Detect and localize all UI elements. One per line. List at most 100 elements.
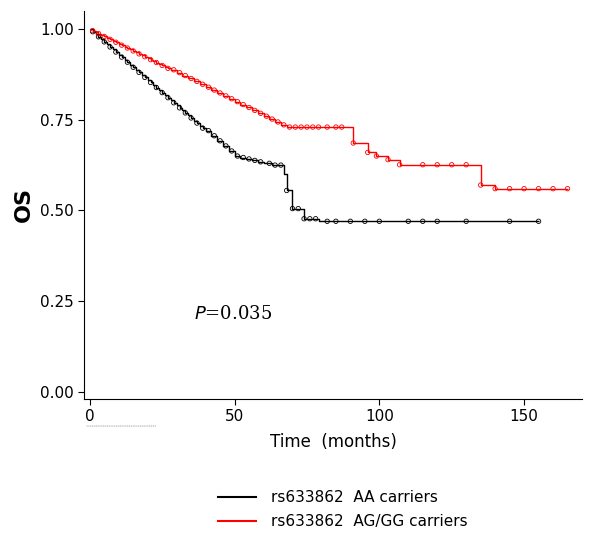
Point <box>418 217 428 225</box>
Point <box>88 27 97 36</box>
Point <box>134 68 144 77</box>
Point <box>117 40 127 49</box>
Point <box>360 217 370 225</box>
Point <box>169 99 179 107</box>
Point <box>290 122 300 131</box>
Point <box>308 122 317 131</box>
Point <box>433 160 442 169</box>
Point <box>94 29 103 38</box>
Point <box>476 181 485 189</box>
Point <box>270 161 280 170</box>
Point <box>181 71 190 80</box>
Point <box>346 217 355 225</box>
Point <box>287 204 297 213</box>
Point <box>262 112 271 121</box>
Point <box>152 58 161 67</box>
Point <box>233 98 242 106</box>
Point <box>215 89 225 98</box>
Point <box>519 184 529 193</box>
Point <box>268 115 277 124</box>
Point <box>111 38 121 47</box>
Point <box>331 217 341 225</box>
Point <box>461 217 471 225</box>
Point <box>128 47 138 55</box>
Point <box>490 184 500 193</box>
Point <box>187 74 196 83</box>
Point <box>505 217 514 225</box>
Point <box>548 184 558 193</box>
Point <box>349 138 358 147</box>
Point <box>134 49 144 58</box>
Point <box>233 152 242 161</box>
Point <box>403 217 413 225</box>
Point <box>447 160 457 169</box>
Point <box>282 186 292 195</box>
Point <box>433 217 442 225</box>
Point <box>209 131 219 140</box>
Point <box>395 160 404 169</box>
Point <box>244 155 254 163</box>
Point <box>256 157 265 166</box>
Point <box>273 117 283 126</box>
Point <box>296 122 306 131</box>
Point <box>100 38 109 47</box>
Point <box>250 156 260 165</box>
Point <box>371 152 381 161</box>
Point <box>88 26 97 35</box>
Point <box>256 109 265 117</box>
Point <box>238 100 248 109</box>
Point <box>169 65 179 74</box>
Point <box>374 217 384 225</box>
Point <box>198 80 208 89</box>
Point <box>311 214 320 223</box>
Point <box>122 44 132 53</box>
Point <box>128 63 138 71</box>
Point <box>265 159 274 168</box>
Text: $\it{P}$=0.035: $\it{P}$=0.035 <box>194 305 272 322</box>
Point <box>163 64 173 73</box>
Point <box>331 122 341 131</box>
Point <box>105 43 115 52</box>
Point <box>279 120 289 129</box>
Point <box>227 94 236 103</box>
Point <box>305 214 314 223</box>
Point <box>198 124 208 132</box>
Point <box>418 160 428 169</box>
Point <box>157 88 167 97</box>
Point <box>244 103 254 112</box>
Point <box>204 126 214 135</box>
Point <box>192 77 202 86</box>
Point <box>187 114 196 122</box>
Point <box>534 184 544 193</box>
Point <box>192 119 202 127</box>
Point <box>140 52 149 61</box>
Point <box>215 136 225 145</box>
Point <box>322 122 332 131</box>
Point <box>140 73 149 82</box>
Point <box>146 55 155 64</box>
Point <box>227 147 236 156</box>
Point <box>322 217 332 225</box>
Point <box>276 161 286 170</box>
Point <box>221 141 230 150</box>
Point <box>152 83 161 92</box>
Point <box>94 32 103 41</box>
Point <box>383 155 393 164</box>
Point <box>363 148 373 157</box>
Point <box>337 122 346 131</box>
Point <box>534 217 544 225</box>
Point <box>221 91 230 100</box>
Point <box>299 214 309 223</box>
Point <box>111 48 121 57</box>
Point <box>285 122 295 131</box>
Point <box>250 106 260 115</box>
Point <box>181 109 190 117</box>
Point <box>117 53 127 61</box>
Point <box>238 153 248 162</box>
Point <box>100 32 109 41</box>
Point <box>461 160 471 169</box>
Point <box>563 184 572 193</box>
Point <box>505 184 514 193</box>
Legend: rs633862  AA carriers, rs633862  AG/GG carriers: rs633862 AA carriers, rs633862 AG/GG car… <box>212 484 474 536</box>
Point <box>175 68 184 77</box>
